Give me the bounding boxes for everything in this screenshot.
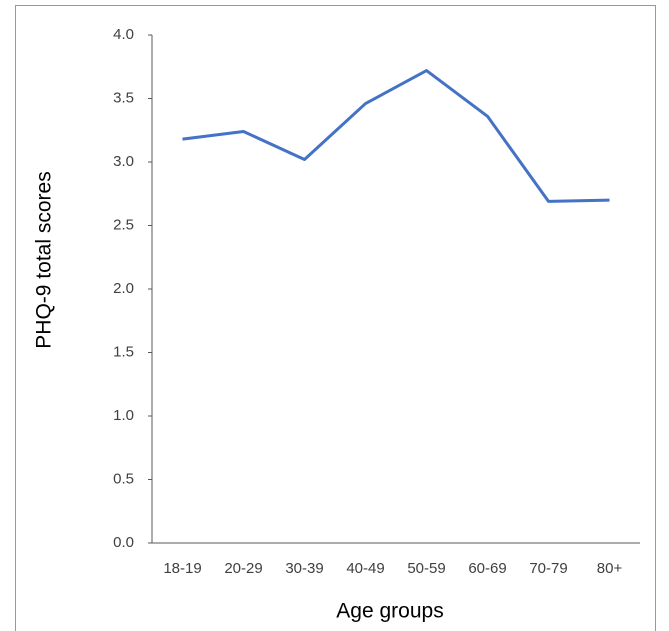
y-tick-label: 0.5 [113, 470, 134, 487]
y-tick-label: 1.5 [113, 343, 134, 360]
y-tick-label: 2.0 [113, 280, 134, 297]
x-axis-title: Age groups [336, 600, 443, 623]
y-tick-label: 1.0 [113, 407, 134, 424]
data-line [182, 69, 610, 203]
y-tick-label: 0.0 [113, 534, 134, 551]
x-tick-label: 80+ [597, 560, 623, 577]
y-axis-title: PHQ-9 total scores [33, 171, 56, 348]
x-tick-label: 50-59 [407, 560, 445, 577]
x-tick-label: 60-69 [468, 560, 506, 577]
y-tick-label: 3.0 [113, 153, 134, 170]
x-tick-label: 40-49 [346, 560, 384, 577]
y-tick-label: 4.0 [113, 26, 134, 43]
x-tick-label: 18-19 [163, 560, 201, 577]
y-tick-label: 3.5 [113, 89, 134, 106]
x-tick-label: 70-79 [529, 560, 567, 577]
y-tick-label: 2.5 [113, 216, 134, 233]
x-tick-label: 20-29 [224, 560, 262, 577]
x-tick-label: 30-39 [285, 560, 323, 577]
chart-border [15, 5, 656, 631]
